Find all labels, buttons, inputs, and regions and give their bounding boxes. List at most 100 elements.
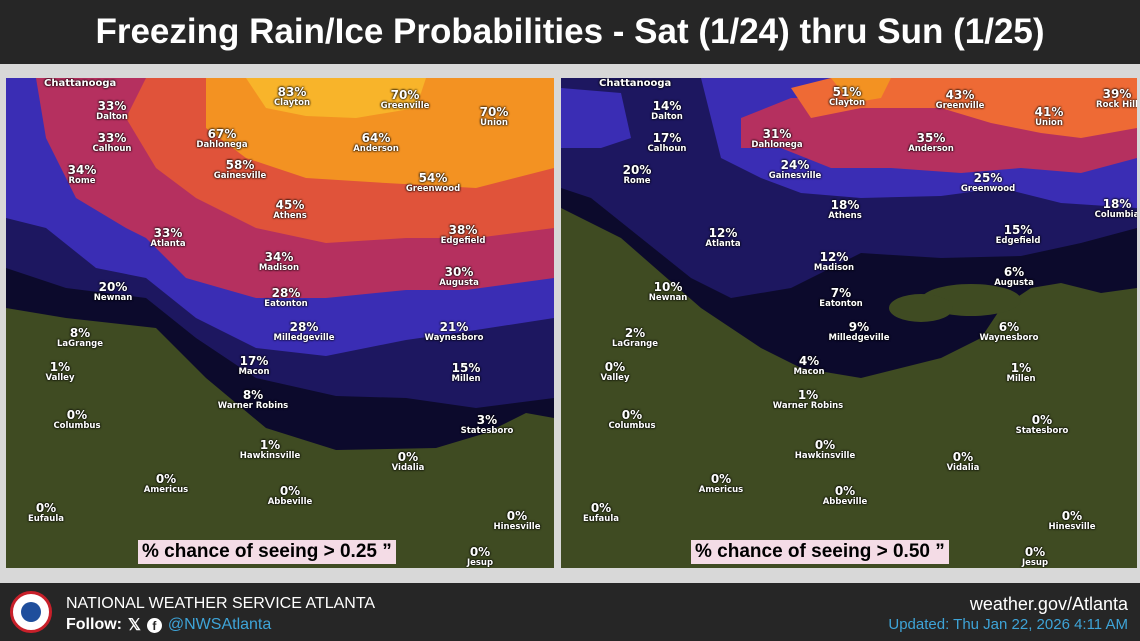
city-probability: 1% [259,438,281,452]
city-name: Statesboro [1015,426,1069,436]
band-yellow [831,78,891,103]
city-name: Clayton [828,98,866,108]
city-label: 0% Valley [601,361,630,383]
city-name: Dahlonega [196,140,248,150]
x-icon[interactable]: 𝕏 [127,617,141,634]
city-probability: 83% [277,85,307,99]
city-label: 2% LaGrange [612,327,658,349]
city-name: Calhoun [92,144,132,154]
city-name: Waynesboro [424,333,484,343]
city-name: Hawkinsville [794,451,856,461]
city-label: 70% Union [480,106,509,128]
city-name: LaGrange [57,339,103,349]
city-label: 20% Newnan [94,281,133,303]
city-probability: 0% [710,472,732,486]
city-label: 8% LaGrange [57,327,103,349]
city-label: 70% Greenville [381,89,430,111]
city-name: Hinesville [493,522,541,532]
city-label: 38% Edgefield [441,224,486,246]
city-label: 0% Statesboro [1016,414,1069,436]
city-label: 41% Union [1035,106,1064,128]
city-name: Anderson [353,144,399,154]
city-label: 6% Waynesboro [980,321,1039,343]
city-label: 18% Columbia [1095,198,1137,220]
city-probability: 70% [390,88,420,102]
map-right-050-inch: Chattanooga 14% Dalton 17% Calhoun 20% Rome 51… [561,78,1137,568]
city-name: Eufaula [28,514,64,524]
city-label: 43% Greenville [936,89,985,111]
city-probability: 41% [1034,105,1064,119]
city-probability: 9% [848,320,870,334]
city-probability: 0% [952,450,974,464]
city-name: Americus [698,485,744,495]
footer: NATIONAL WEATHER SERVICE ATLANTA Follow:… [0,583,1140,641]
city-label: 33% Atlanta [150,227,185,249]
city-probability: 17% [239,354,269,368]
city-probability: 0% [279,484,301,498]
city-name: Americus [143,485,189,495]
city-probability: 70% [479,105,509,119]
city-name: Union [1035,118,1063,128]
city-probability: 15% [1003,223,1033,237]
city-name: Columbus [608,421,656,431]
city-label: 0% Columbus [608,409,655,431]
city-name: Madison [813,263,855,273]
city-label: 54% Greenwood [406,172,460,194]
city-probability: 0% [35,501,57,515]
city-label: 33% Calhoun [93,132,132,154]
city-probability: 8% [69,326,91,340]
city-name: Newnan [93,293,133,303]
city-probability: 10% [653,280,683,294]
city-name: Macon [238,367,270,377]
city-probability: 12% [708,226,738,240]
city-name: Milledgeville [273,333,335,343]
city-name: Newnan [648,293,688,303]
city-label: 28% Eatonton [264,287,307,309]
city-name: Eufaula [583,514,619,524]
city-name: Valley [45,373,75,383]
city-probability: 33% [97,131,127,145]
city-name: Clayton [273,98,311,108]
city-label: 12% Madison [814,251,854,273]
city-label: 14% Dalton [651,100,683,122]
city-probability: 1% [1010,361,1032,375]
city-label: 1% Millen [1006,362,1035,384]
city-name: Millen [1006,374,1036,384]
city-label: 1% Valley [46,361,75,383]
city-label: 51% Clayton [829,86,865,108]
city-name: Atlanta [705,239,741,249]
city-probability: 38% [448,223,478,237]
social-handle-link[interactable]: @NWSAtlanta [167,616,272,633]
city-name: Warner Robins [217,401,289,411]
city-probability: 34% [264,250,294,264]
city-name: Edgefield [440,236,486,246]
probability-shading [561,78,1137,378]
city-label: 34% Rome [68,164,97,186]
city-name: Anderson [908,144,954,154]
city-name: LaGrange [612,339,658,349]
city-label: 0% Eufaula [28,502,64,524]
city-probability: 8% [242,388,264,402]
city-label: 45% Athens [273,199,307,221]
city-probability: 51% [832,85,862,99]
city-label: 0% Abbeville [268,485,313,507]
city-probability: 20% [98,280,128,294]
city-name: Greenwood [960,184,1016,194]
city-label: 39% Rock Hill [1096,88,1137,110]
city-name: Jesup [466,558,494,568]
city-label: 0% Vidalia [947,451,980,473]
city-label: 10% Newnan [649,281,688,303]
city-name: Valley [600,373,630,383]
city-probability: 4% [798,354,820,368]
city-probability: 21% [439,320,469,334]
city-probability: 35% [916,131,946,145]
city-label: 1% Warner Robins [773,389,843,411]
map-left-025-inch: Chattanooga 33% Dalton 33% Calhoun 34% Rome 83… [6,78,554,568]
website-link[interactable]: weather.gov/Atlanta [969,594,1128,614]
city-probability: 31% [762,127,792,141]
city-label: 25% Greenwood [961,172,1015,194]
facebook-icon[interactable]: f [146,617,162,633]
follow-label: Follow: [66,616,122,633]
city-probability: 0% [155,472,177,486]
city-probability: 15% [451,361,481,375]
